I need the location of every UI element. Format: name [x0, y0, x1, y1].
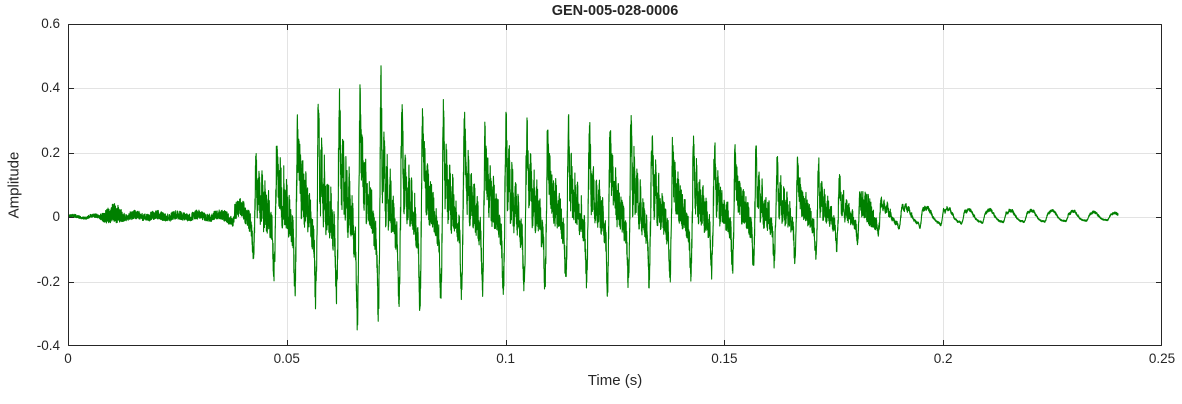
y-tick-label: 0.6 [41, 16, 60, 31]
chart-title: GEN-005-028-0006 [551, 3, 679, 19]
plot-area [68, 24, 1162, 346]
x-tick-label: 0.25 [1148, 351, 1176, 366]
y-tick-label: -0.4 [36, 338, 60, 353]
x-tick-label: 0 [64, 351, 72, 366]
x-axis-label: Time (s) [587, 372, 643, 389]
y-tick-label: 0.2 [41, 144, 60, 160]
x-tick-label: 0.1 [496, 351, 515, 366]
y-tick-label: -0.2 [36, 273, 60, 289]
x-tick-label: 0.05 [273, 351, 300, 366]
waveform-plot-canvas [68, 24, 1162, 346]
x-tick-label: 0.2 [933, 351, 953, 366]
x-tick-label: 0.15 [711, 351, 738, 366]
y-tick-label: 0.4 [41, 80, 60, 96]
y-tick-label: 0 [52, 209, 60, 225]
